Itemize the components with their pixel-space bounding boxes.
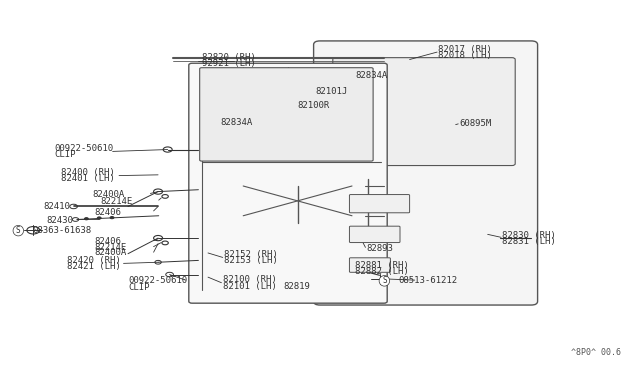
Text: 82152 (RH): 82152 (RH) bbox=[224, 250, 278, 259]
Text: 00922-50610: 00922-50610 bbox=[54, 144, 113, 153]
Text: 82400 (RH): 82400 (RH) bbox=[61, 168, 115, 177]
Text: 82819: 82819 bbox=[284, 282, 310, 291]
Text: 82400A: 82400A bbox=[93, 190, 125, 199]
Text: 92921 (LH): 92921 (LH) bbox=[202, 60, 255, 68]
FancyBboxPatch shape bbox=[349, 195, 410, 213]
Text: 82830 (RH): 82830 (RH) bbox=[502, 231, 556, 240]
Text: 82410: 82410 bbox=[44, 202, 70, 211]
Text: ^8P0^ 00.6: ^8P0^ 00.6 bbox=[571, 348, 621, 357]
Circle shape bbox=[110, 217, 114, 219]
Text: 82214E: 82214E bbox=[95, 243, 127, 251]
Text: CLIP: CLIP bbox=[128, 283, 150, 292]
Text: 82401 (LH): 82401 (LH) bbox=[61, 174, 115, 183]
FancyBboxPatch shape bbox=[200, 68, 373, 161]
FancyBboxPatch shape bbox=[349, 258, 390, 272]
Text: 82421 (LH): 82421 (LH) bbox=[67, 262, 121, 271]
Circle shape bbox=[84, 218, 88, 220]
Text: 08513-61212: 08513-61212 bbox=[398, 276, 457, 285]
Text: S: S bbox=[16, 226, 20, 235]
Text: S: S bbox=[382, 276, 387, 285]
FancyBboxPatch shape bbox=[189, 63, 387, 303]
Text: 82420 (RH): 82420 (RH) bbox=[67, 256, 121, 265]
Text: 82834A: 82834A bbox=[221, 118, 253, 126]
Text: 82882 (LH): 82882 (LH) bbox=[355, 267, 409, 276]
Text: 82834A: 82834A bbox=[355, 71, 387, 80]
Text: 08363-61638: 08363-61638 bbox=[32, 226, 91, 235]
Text: 82893: 82893 bbox=[367, 244, 394, 253]
Text: 82406: 82406 bbox=[95, 237, 122, 246]
Text: 82017 (RH): 82017 (RH) bbox=[438, 45, 492, 54]
Text: CLIP: CLIP bbox=[54, 150, 76, 159]
Text: 82153 (LH): 82153 (LH) bbox=[224, 256, 278, 265]
Text: 82430: 82430 bbox=[46, 216, 73, 225]
Text: 82101J: 82101J bbox=[316, 87, 348, 96]
Text: 82831 (LH): 82831 (LH) bbox=[502, 237, 556, 246]
Text: 82214E: 82214E bbox=[100, 197, 132, 206]
Text: 82100R: 82100R bbox=[297, 101, 329, 110]
Text: 82820 (RH): 82820 (RH) bbox=[202, 53, 255, 62]
Text: 82018 (LH): 82018 (LH) bbox=[438, 51, 492, 60]
Text: 82101 (LH): 82101 (LH) bbox=[223, 282, 276, 291]
Text: 82100 (RH): 82100 (RH) bbox=[223, 275, 276, 284]
FancyBboxPatch shape bbox=[333, 58, 515, 166]
Circle shape bbox=[97, 217, 101, 219]
Text: 82881 (RH): 82881 (RH) bbox=[355, 261, 409, 270]
Text: 82400A: 82400A bbox=[95, 248, 127, 257]
FancyBboxPatch shape bbox=[349, 226, 400, 243]
Text: 82406: 82406 bbox=[95, 208, 122, 217]
Text: 00922-50610: 00922-50610 bbox=[128, 276, 187, 285]
FancyBboxPatch shape bbox=[314, 41, 538, 305]
Text: 60895M: 60895M bbox=[460, 119, 492, 128]
